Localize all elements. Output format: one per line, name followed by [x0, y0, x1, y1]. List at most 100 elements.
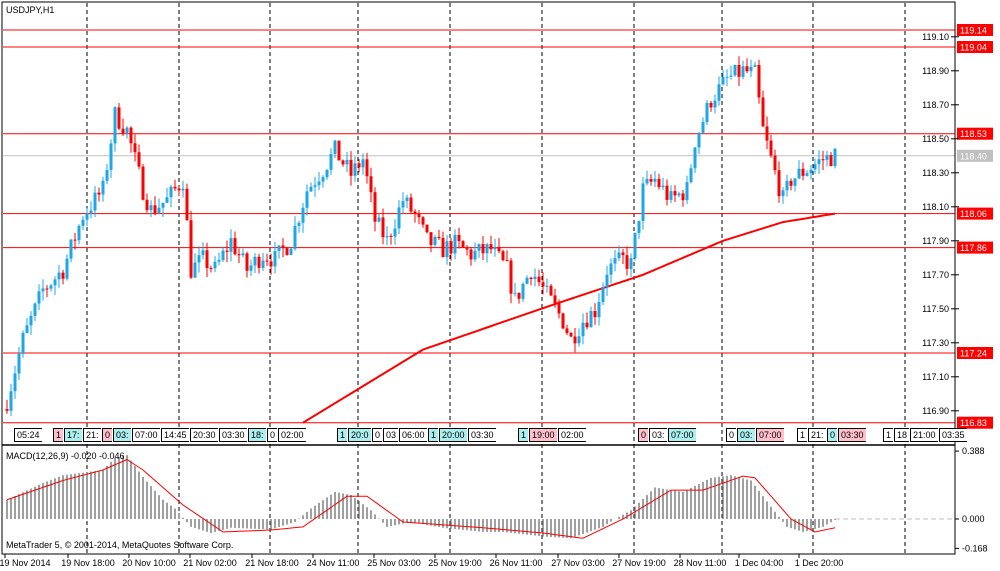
event-label[interactable]: 1 [797, 428, 808, 442]
candle-up [29, 315, 33, 326]
candle-up [725, 76, 729, 78]
candle-down [409, 197, 413, 212]
event-label[interactable]: 02:00 [558, 428, 586, 442]
candle-up [741, 66, 745, 77]
candle-down [465, 247, 469, 250]
candle-up [113, 107, 117, 144]
candle-down [573, 336, 577, 344]
candle-up [677, 193, 681, 196]
candle-up [333, 140, 337, 154]
time-tick-label: 1 Dec 04:00 [735, 558, 784, 568]
event-label[interactable]: 21: [83, 428, 101, 442]
event-label[interactable]: 03:30 [468, 428, 496, 442]
candle-up [601, 287, 605, 303]
event-label[interactable]: 03: [737, 428, 755, 442]
event-label[interactable]: 03:30 [838, 428, 866, 442]
candle-up [9, 391, 13, 411]
candle-down [337, 140, 341, 161]
event-label[interactable]: 21: [808, 428, 826, 442]
event-label[interactable]: 0 [372, 428, 383, 442]
candle-up [305, 191, 309, 208]
candle-down [285, 248, 289, 255]
event-label[interactable]: 03: [113, 428, 131, 442]
price-label-box [957, 127, 993, 140]
event-label[interactable]: 0 [638, 428, 649, 442]
candle-up [401, 201, 405, 208]
candle-up [817, 159, 821, 165]
candle-down [517, 292, 521, 299]
candle-down [121, 128, 125, 134]
event-label[interactable]: 20:00 [439, 428, 467, 442]
candle-down [509, 260, 513, 294]
candle-up [513, 292, 517, 294]
event-label[interactable]: 03:35 [939, 428, 967, 442]
candle-up [433, 236, 437, 246]
candle-down [145, 199, 149, 211]
event-label[interactable]: 06:00 [399, 428, 427, 442]
event-label[interactable]: 1 [53, 428, 64, 442]
candle-up [41, 288, 45, 292]
event-label[interactable]: 07:00 [756, 428, 784, 442]
event-label[interactable]: 0 [726, 428, 737, 442]
candle-up [633, 232, 637, 259]
event-label[interactable]: 07:00 [668, 428, 696, 442]
candle-up [325, 169, 329, 178]
candle-down [349, 159, 353, 176]
event-label[interactable]: 18 [894, 428, 910, 442]
time-tick-label: 1 Dec 20:00 [795, 558, 844, 568]
event-label[interactable]: 1 [883, 428, 894, 442]
price-label: 117.24 [960, 349, 987, 359]
candle-down [821, 159, 825, 161]
event-label[interactable]: 05:24 [14, 428, 42, 442]
price-tick-label: 117.10 [922, 372, 949, 382]
time-tick-label: 21 Nov 02:00 [183, 558, 237, 568]
candle-up [753, 64, 757, 67]
candle-up [453, 234, 457, 254]
candle-up [605, 274, 609, 288]
candle-down [657, 178, 661, 188]
event-label[interactable]: 03:30 [219, 428, 247, 442]
candle-up [785, 180, 789, 191]
candle-up [613, 258, 617, 264]
event-label[interactable]: 07:00 [132, 428, 160, 442]
candle-down [497, 246, 501, 252]
event-label[interactable]: 20:30 [190, 428, 218, 442]
event-label[interactable]: 1 [337, 428, 348, 442]
candle-up [653, 178, 657, 182]
candle-up [149, 205, 153, 211]
candle-up [477, 244, 481, 251]
event-label[interactable]: 03 [383, 428, 399, 442]
candle-up [161, 202, 165, 208]
candle-down [673, 191, 677, 196]
event-label[interactable]: 1 [428, 428, 439, 442]
candle-down [449, 241, 453, 254]
event-label[interactable]: 0 [827, 428, 838, 442]
candle-down [389, 235, 393, 237]
price-label: 117.86 [960, 243, 987, 253]
candle-up [685, 182, 689, 201]
event-label[interactable]: 19:00 [529, 428, 557, 442]
event-label[interactable]: 1 [518, 428, 529, 442]
event-label[interactable]: 03: [649, 428, 667, 442]
candle-down [437, 236, 441, 239]
candle-down [561, 313, 565, 329]
event-label[interactable]: 21:00 [910, 428, 938, 442]
candle-up [525, 277, 529, 284]
candle-up [165, 197, 169, 203]
event-label[interactable]: 17: [64, 428, 82, 442]
event-label[interactable]: 0 [267, 428, 278, 442]
event-label[interactable]: 0 [102, 428, 113, 442]
event-label[interactable]: 14:45 [161, 428, 189, 442]
price-tick-label: 118.10 [922, 202, 949, 212]
price-tick-label: 118.70 [922, 100, 949, 110]
event-label[interactable]: 20:0 [348, 428, 371, 442]
event-label[interactable]: 02:00 [278, 428, 306, 442]
candle-up [105, 169, 109, 181]
event-label[interactable]: 18: [248, 428, 266, 442]
candle-down [137, 152, 141, 167]
candle-up [669, 191, 673, 200]
candle-down [425, 224, 429, 233]
time-tick-label: 21 Nov 18:00 [245, 558, 299, 568]
candle-down [225, 250, 229, 252]
